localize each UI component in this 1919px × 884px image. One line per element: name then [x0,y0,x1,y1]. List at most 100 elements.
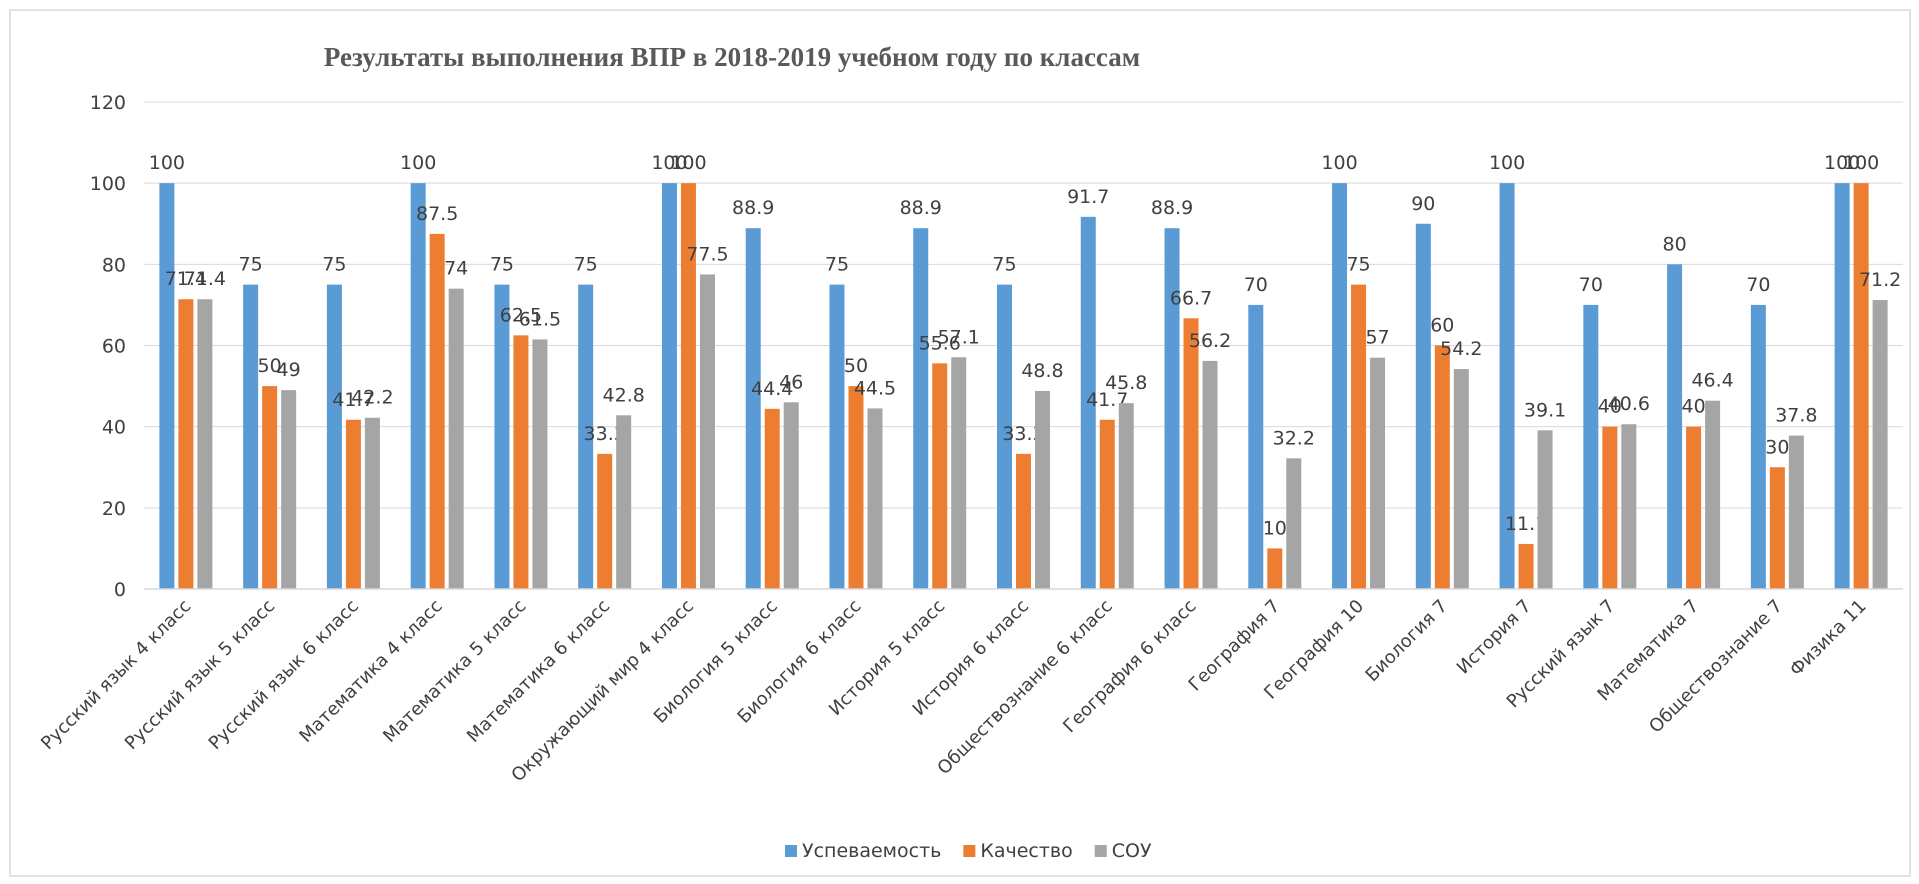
data-label: 70 [1579,274,1603,296]
bar [680,183,696,589]
y-tick-label: 60 [102,336,126,358]
bar [1332,183,1348,589]
bar [429,233,445,590]
data-label: 80 [1663,233,1687,255]
bar [783,402,799,589]
data-label: 70 [1746,274,1770,296]
bar [178,299,194,589]
bar [1099,419,1115,589]
bar [1769,467,1785,589]
data-label: 39.1 [1524,399,1566,421]
bar [1370,357,1386,589]
data-label: 100 [1489,152,1525,174]
bar [1872,300,1888,589]
legend-label: СОУ [1112,840,1152,862]
bar [1183,318,1199,589]
data-label: 33.3 [584,423,626,445]
bar [1202,360,1218,589]
y-tick-label: 40 [102,417,126,439]
data-label: 48.8 [1021,360,1063,382]
legend-swatch [785,845,797,857]
data-label: 88.9 [732,197,774,219]
data-label: 49 [277,359,301,381]
bar [281,390,297,589]
data-label: 75 [239,254,263,276]
data-label: 90 [1411,193,1435,215]
bar [1602,426,1618,589]
bar [1434,345,1450,589]
legend-label: Успеваемость [802,840,941,862]
bar [448,288,464,589]
bar [1537,430,1553,589]
bar [345,419,361,589]
bar [1750,304,1766,589]
bar [1351,284,1367,589]
data-label: 45.8 [1105,372,1147,394]
data-label: 11.1 [1505,513,1547,535]
data-label: 30 [1765,436,1789,458]
bar [867,408,883,589]
y-tick-label: 100 [90,173,126,195]
chart-title: Результаты выполнения ВПР в 2018-2019 уч… [324,42,1140,72]
bar [913,228,929,589]
bar [616,415,632,589]
data-label: 61.5 [519,308,561,330]
data-label: 100 [1824,152,1860,174]
bar [848,386,864,589]
data-label: 57.1 [938,326,980,348]
data-label: 75 [490,254,514,276]
legend-label: Качество [980,840,1072,862]
legend-swatch [963,845,976,857]
bar [532,339,548,589]
data-label: 71.4 [184,268,226,290]
data-label: 100 [149,152,185,174]
data-label: 46 [779,371,803,393]
data-label: 75 [1346,254,1370,276]
bar [1667,264,1683,589]
bar [1080,216,1096,589]
data-label: 44.5 [854,377,896,399]
bar [513,335,529,589]
data-label: 37.8 [1775,405,1817,427]
y-tick-label: 80 [102,254,126,276]
data-label: 75 [322,254,346,276]
data-label: 71.4 [165,268,207,290]
data-label: 41.7 [332,389,374,411]
data-label: 33.3 [1002,423,1044,445]
data-label: 57 [1365,327,1389,349]
bar [1621,424,1637,589]
data-label: 100 [1321,152,1357,174]
data-label: 32.2 [1273,427,1315,449]
bar [661,183,677,589]
data-label: 44.4 [751,378,793,400]
data-label: 55.6 [919,332,961,354]
bar [829,284,845,589]
data-label: 71.2 [1859,269,1901,291]
y-tick-label: 120 [90,92,126,114]
data-label: 100 [1843,152,1879,174]
bar [1705,400,1721,589]
bar [1248,304,1264,589]
data-label: 88.9 [1151,197,1193,219]
data-label: 54.2 [1440,338,1482,360]
bar [932,363,948,589]
legend-swatch [1094,845,1107,857]
bar [159,183,175,589]
data-label: 87.5 [416,203,458,225]
bar [1453,369,1469,589]
data-label: 40.6 [1608,393,1650,415]
bar [951,357,967,589]
bar [1267,548,1283,589]
bar [1583,304,1599,589]
data-label: 40 [1682,396,1706,418]
data-label: 40 [1598,396,1622,418]
bar [410,183,426,589]
bar [1035,390,1050,589]
data-label: 75 [825,254,849,276]
data-label: 10 [1263,517,1287,539]
bar [997,284,1012,589]
y-tick-label: 0 [114,579,126,601]
bar [597,453,613,589]
bar [364,417,380,589]
